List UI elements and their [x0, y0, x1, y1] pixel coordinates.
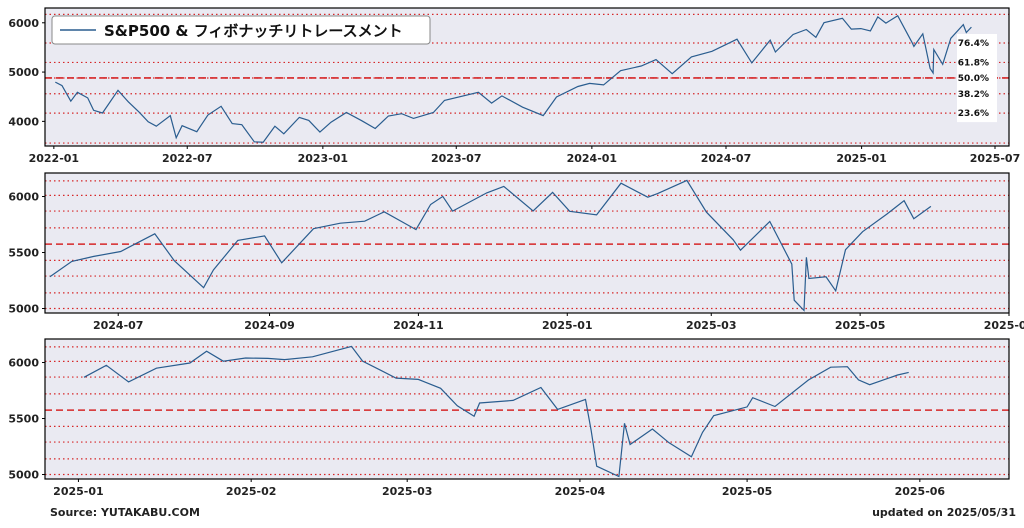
x-tick-label: 2022-01: [29, 152, 80, 165]
fib-label: 76.4%: [958, 39, 989, 49]
legend-box: [51, 15, 431, 45]
price-series-line: [83, 345, 909, 478]
x-tick-label: 2025-07: [970, 152, 1021, 165]
plot-area: [45, 339, 1009, 479]
chart-panel-mid-term: 5000 5500 6000 2024-07 2024-09 2024-11 2025-01…: [8, 172, 1024, 332]
x-tick-label: 2025-01: [53, 485, 104, 498]
fib-label: 38.2%: [958, 90, 989, 100]
x-tick-label: 2024-07: [93, 319, 144, 332]
x-tick-label: 2024-01: [567, 152, 618, 165]
x-tick-label: 2025-05: [722, 485, 773, 498]
plot-area: [45, 173, 1009, 313]
chart-panel-long-term: 23.6% 38.2% 50.0% 61.8% 76.4% 4000 5000 6000 202…: [8, 7, 1021, 165]
x-tick-label: 2025-02: [226, 485, 277, 498]
fib-label: 50.0%: [958, 74, 989, 84]
plot-border: [44, 172, 1010, 314]
plot-border: [44, 7, 1010, 147]
legend: S&P500 & フィボナッチリトレースメント: [51, 15, 431, 45]
source-credit: Source: YUTAKABU.COM: [50, 506, 200, 519]
y-tick-label: 6000: [8, 17, 39, 30]
x-tick-label: 2025-01: [836, 152, 887, 165]
price-series-line: [55, 14, 972, 143]
y-tick-label: 5500: [8, 413, 39, 426]
x-tick-label: 2024-11: [393, 319, 444, 332]
legend-label: S&P500 & フィボナッチリトレースメント: [104, 22, 403, 40]
x-tick-label: 2025-05: [835, 319, 886, 332]
y-tick-label: 5500: [8, 247, 39, 260]
x-tick-label: 2025-04: [555, 485, 606, 498]
y-tick-label: 5000: [8, 469, 39, 482]
fib-label: 23.6%: [958, 109, 989, 119]
x-tick-label: 2025-01: [542, 319, 593, 332]
x-tick-label: 2024-07: [701, 152, 752, 165]
y-tick-label: 6000: [8, 357, 39, 370]
fib-labels: 23.6% 38.2% 50.0% 61.8% 76.4%: [957, 33, 997, 123]
plot-border: [44, 338, 1010, 480]
updated-date: updated on 2025/05/31: [872, 506, 1016, 519]
y-tick-label: 5000: [8, 303, 39, 316]
fib-label: 61.8%: [958, 58, 989, 68]
x-tick-label: 2025-03: [686, 319, 737, 332]
y-tick-label: 6000: [8, 191, 39, 204]
y-tick-label: 5000: [8, 66, 39, 79]
fib-label-panel: [957, 33, 997, 123]
chart-panel-short-term: 5000 5500 6000 2025-01 2025-02 2025-03 2025-04…: [8, 338, 1010, 498]
x-tick-label: 2022-07: [162, 152, 213, 165]
y-tick-label: 4000: [8, 115, 39, 128]
x-tick-label: 2023-07: [431, 152, 482, 165]
x-tick-label: 2025-03: [382, 485, 433, 498]
x-tick-label: 2025-07: [984, 319, 1024, 332]
x-tick-label: 2023-01: [298, 152, 349, 165]
price-series-line: [49, 179, 932, 312]
x-tick-label: 2024-09: [244, 319, 295, 332]
x-tick-label: 2025-06: [895, 485, 946, 498]
